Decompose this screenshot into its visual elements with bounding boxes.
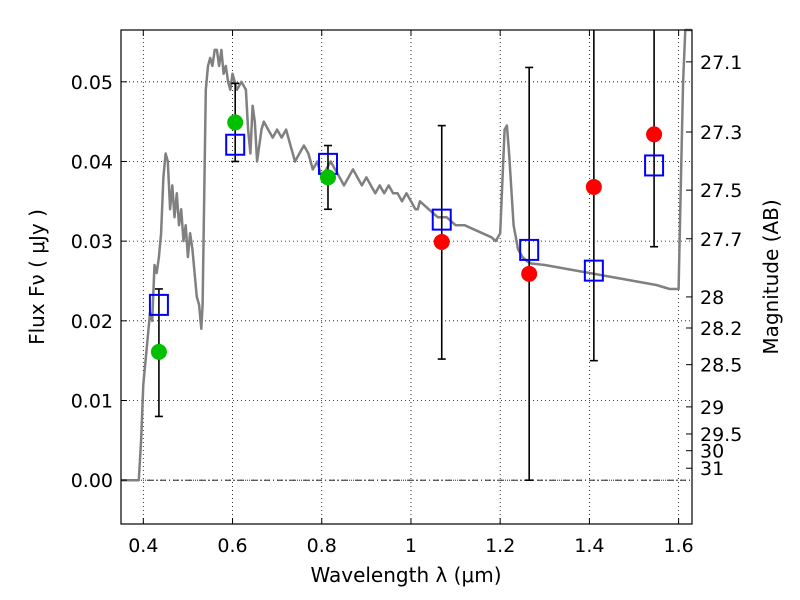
x-tick-label: 1.4 xyxy=(574,535,604,557)
x-tick-label: 1.2 xyxy=(485,535,515,557)
model-photometry-square xyxy=(519,238,540,261)
markers xyxy=(148,114,665,360)
x-tick-labels: 0.4 0.6 0.8 1 1.2 1.4 1.6 xyxy=(128,535,694,557)
model-photometry-square xyxy=(644,154,665,177)
green-data-point xyxy=(227,114,244,131)
y2-tick-label: 28 xyxy=(700,287,724,309)
error-bars xyxy=(154,30,659,481)
red-data-point xyxy=(585,178,602,195)
y-tick-label: 0.05 xyxy=(71,72,113,94)
y-axis-label: Flux Fν ( μJy ) xyxy=(25,209,49,345)
axes xyxy=(121,30,692,524)
y2-tick-label: 31 xyxy=(700,458,724,480)
y-tick-label: 0.01 xyxy=(71,391,113,413)
red-data-point xyxy=(433,233,450,250)
green-data-point xyxy=(319,169,336,186)
y2-tick-label: 28.2 xyxy=(700,318,742,340)
y-tick-label: 0.00 xyxy=(71,470,113,492)
y2-tick-label: 27.3 xyxy=(700,122,742,144)
y2-tick-label: 29.5 xyxy=(700,424,742,446)
spectrum-layer xyxy=(121,28,692,482)
model-photometry-square xyxy=(148,293,169,316)
red-data-point xyxy=(646,126,663,143)
y2-tick-label: 28.5 xyxy=(700,355,742,377)
y2-axis-label: Magnitude (AB) xyxy=(759,199,783,354)
y2-tick-label: 30 xyxy=(700,441,724,463)
model-spectrum-line xyxy=(121,28,692,482)
y2-tick-label: 27.1 xyxy=(700,52,742,74)
x-tick-label: 0.6 xyxy=(217,535,247,557)
y2-tick-label: 29 xyxy=(700,397,724,419)
plot-frame xyxy=(120,29,693,525)
x-tick-label: 1 xyxy=(405,535,417,557)
model-photometry-square xyxy=(583,259,604,282)
green-data-point xyxy=(150,343,167,360)
y2-tick-label: 27.5 xyxy=(700,180,742,202)
red-data-point xyxy=(521,265,538,282)
y-tick-label: 0.04 xyxy=(71,151,113,173)
grid xyxy=(121,30,692,524)
x-axis-label: Wavelength λ (μm) xyxy=(310,563,501,587)
model-photometry-square xyxy=(225,133,246,156)
x-tick-label: 0.8 xyxy=(307,535,337,557)
model-photometry-square xyxy=(431,208,452,231)
y-tick-labels: 0.00 0.01 0.02 0.03 0.04 0.05 xyxy=(71,72,113,492)
y-tick-label: 0.02 xyxy=(71,311,113,333)
y-tick-label: 0.03 xyxy=(71,231,113,253)
x-tick-label: 1.6 xyxy=(664,535,694,557)
y2-tick-label: 27.7 xyxy=(700,229,742,251)
x-tick-label: 0.4 xyxy=(128,535,158,557)
